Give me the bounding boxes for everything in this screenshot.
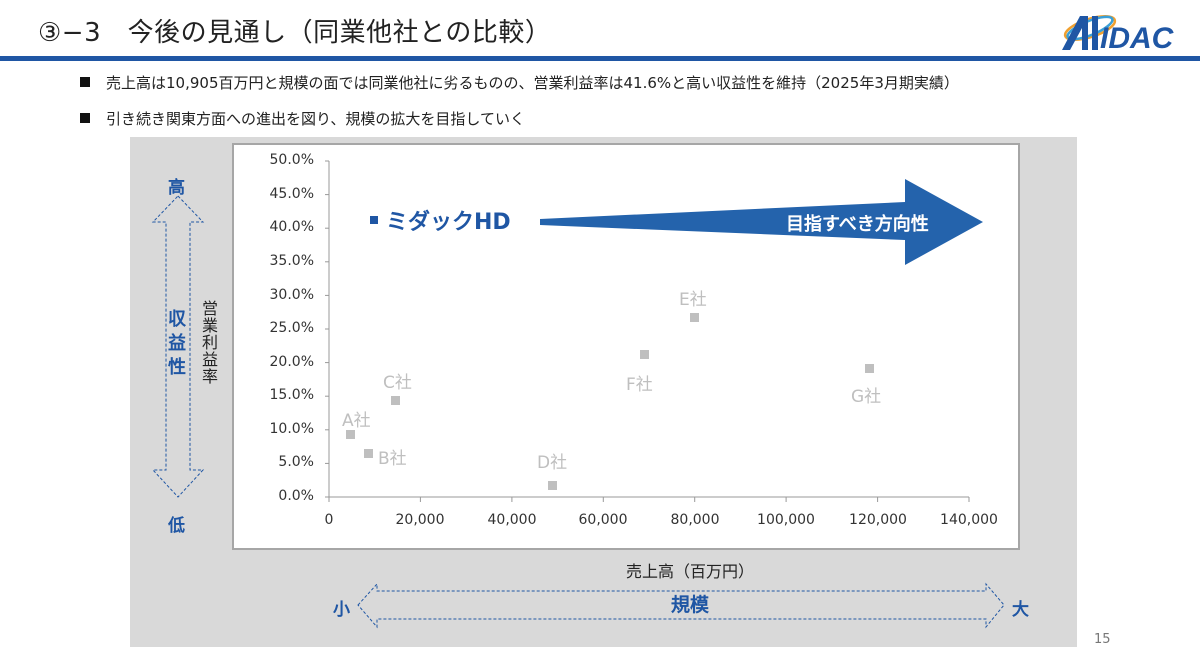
x-tick-label: 140,000 [940,512,998,528]
y-tick-label: 5.0% [278,454,314,470]
y-tick-label: 45.0% [269,186,314,202]
y-tick-label: 50.0% [269,152,314,168]
bullet-square-icon [80,113,90,123]
x-axis-title: 売上高（百万円） [625,562,754,581]
bullet-list: 売上高は10,905百万円と規模の面では同業他社に劣るものの、営業利益率は41.… [80,72,959,144]
y-tick-label: 40.0% [269,219,314,235]
direction-arrow-icon [540,179,983,265]
x-tick-label: 80,000 [670,512,720,528]
data-point-c [391,396,400,405]
y-tick-label: 0.0% [278,488,314,504]
svg-text:IDAC: IDAC [1100,22,1175,54]
data-point-g [865,364,874,373]
y-tick-label: 30.0% [269,287,314,303]
bullet-text: 引き続き関東方面への進出を図り、規模の拡大を目指していく [106,109,525,128]
x-tick-label: 0 [324,512,334,528]
page-title: ③−3 今後の見通し（同業他社との比較） [38,18,552,48]
title-underline [0,56,1200,61]
data-point-f [640,350,649,359]
y-tick-label: 35.0% [269,253,314,269]
profitability-low-label: 低 [168,516,185,536]
x-tick-label: 60,000 [578,512,628,528]
x-tick-label: 20,000 [395,512,445,528]
page-number: 15 [1094,632,1111,647]
x-tick-label: 100,000 [757,512,815,528]
y-tick-label: 15.0% [269,387,314,403]
midac-hd-data-label: ミダックHD [370,204,511,236]
data-label-g: G社 [851,387,882,407]
y-axis-title: 営業利益率 [199,300,218,385]
data-label-c: C社 [383,373,412,393]
midac-hd-marker-icon [370,216,378,224]
profitability-high-label: 高 [168,178,185,198]
data-label-a: A社 [342,411,371,431]
data-label-f: F社 [626,375,653,395]
midac-logo-icon: IDAC [1062,15,1175,55]
vertical-double-arrow-icon [151,195,205,498]
data-point-e [690,313,699,322]
data-label-b: B社 [378,449,407,469]
bullet-text: 売上高は10,905百万円と規模の面では同業他社に劣るものの、営業利益率は41.… [106,73,959,92]
y-tick-label: 20.0% [269,354,314,370]
profitability-concept-label: 収益性 [168,309,186,378]
midac-logo: IDAC [1058,8,1198,55]
horizontal-double-arrow-icon [357,582,1005,629]
data-point-d [548,481,557,490]
scale-small-label: 小 [333,600,350,620]
direction-arrow-label: 目指すべき方向性 [786,214,929,235]
scale-concept-label: 規模 [670,594,709,616]
x-tick-label: 40,000 [487,512,537,528]
data-label-e: E社 [679,290,707,310]
y-tick-label: 10.0% [269,421,314,437]
scale-large-label: 大 [1012,600,1029,620]
data-point-a [346,430,355,439]
y-tick-label: 25.0% [269,320,314,336]
data-label-d: D社 [537,453,568,473]
bullet-item: 売上高は10,905百万円と規模の面では同業他社に劣るものの、営業利益率は41.… [80,72,959,92]
bullet-square-icon [80,77,90,87]
x-tick-label: 120,000 [849,512,907,528]
data-point-b [364,449,373,458]
bullet-item: 引き続き関東方面への進出を図り、規模の拡大を目指していく [80,108,959,128]
